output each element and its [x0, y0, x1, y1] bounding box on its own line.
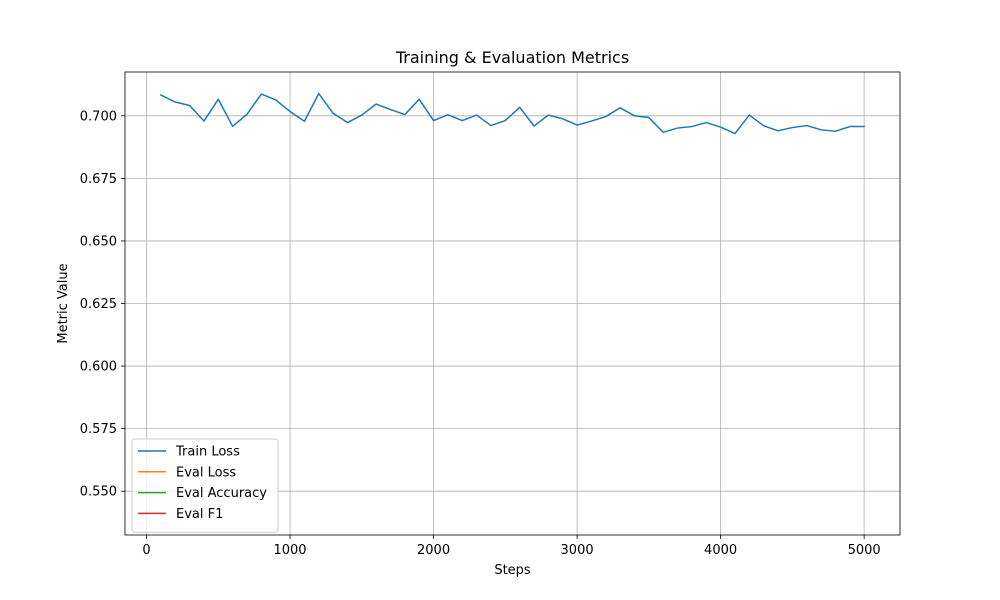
legend-label: Eval Accuracy	[176, 486, 267, 501]
chart-title: Training & Evaluation Metrics	[395, 48, 629, 67]
y-tick-label: 0.575	[80, 422, 117, 437]
x-tick-label: 3000	[561, 543, 594, 558]
legend-label: Eval F1	[176, 507, 223, 522]
series-line-0	[159, 92, 865, 135]
y-tick-label: 0.650	[80, 234, 117, 249]
x-tick-label: 5000	[848, 543, 881, 558]
ticks-layer: 0 1000 2000 3000 4000 5000 0.550 0.575 0.600 0.62…	[80, 109, 881, 558]
x-tick-label: 4000	[704, 543, 737, 558]
y-tick-label: 0.700	[80, 109, 117, 124]
legend-label: Eval Loss	[176, 465, 236, 480]
x-tick-label: 2000	[417, 543, 450, 558]
grid-layer	[125, 72, 900, 535]
y-tick-label: 0.550	[80, 485, 117, 500]
y-axis-label: Metric Value	[56, 263, 71, 343]
legend: Train Loss Eval Loss Eval Accuracy Eval F1	[131, 438, 279, 533]
legend-box	[131, 438, 279, 533]
y-tick-label: 0.675	[80, 172, 117, 187]
y-tick-label: 0.600	[80, 360, 117, 375]
y-tick-label: 0.625	[80, 297, 117, 312]
x-axis-label: Steps	[494, 563, 531, 578]
legend-label: Train Loss	[175, 445, 240, 460]
series-layer	[159, 92, 865, 135]
x-tick-label: 1000	[273, 543, 306, 558]
x-tick-label: 0	[142, 543, 150, 558]
